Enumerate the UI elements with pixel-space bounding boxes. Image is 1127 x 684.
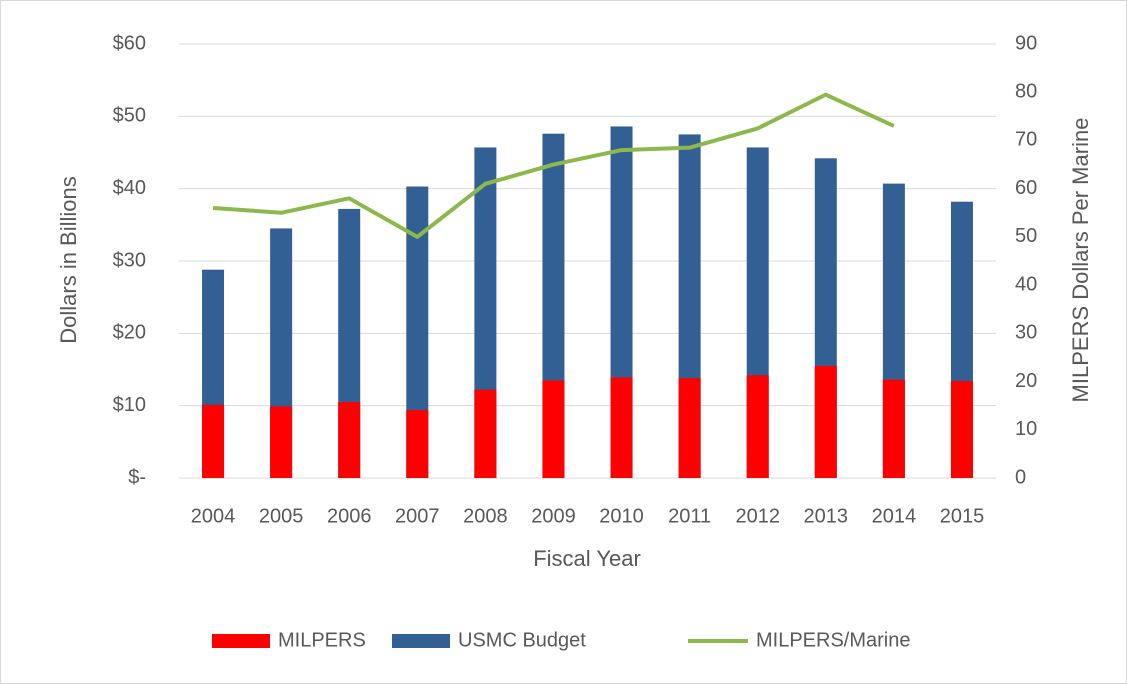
bar xyxy=(678,378,701,478)
bar xyxy=(610,377,633,478)
bar xyxy=(542,380,565,478)
bar xyxy=(950,381,973,478)
y-tick-label: $- xyxy=(128,466,146,488)
x-tick-label: 2004 xyxy=(191,505,236,527)
y-tick-label: $40 xyxy=(113,177,146,199)
x-tick-label: 2006 xyxy=(327,505,372,527)
bar xyxy=(202,404,225,478)
legend-label: USMC Budget xyxy=(458,629,586,651)
y2-tick-label: 60 xyxy=(1015,177,1037,199)
y2-tick-label: 30 xyxy=(1015,322,1037,344)
y-tick-label: $20 xyxy=(113,322,146,344)
line-series xyxy=(212,92,895,239)
x-tick-label: 2015 xyxy=(940,505,985,527)
y2-tick-label: 70 xyxy=(1015,129,1037,151)
x-tick-label: 2007 xyxy=(395,505,440,527)
y-tick-label: $50 xyxy=(113,105,146,127)
x-tick-label: 2005 xyxy=(259,505,304,527)
y-axis-title: Dollars in Billions xyxy=(56,176,81,344)
legend-label: MILPERS xyxy=(278,629,366,651)
x-tick-label: 2009 xyxy=(531,505,576,527)
x-tick-label: 2010 xyxy=(599,505,644,527)
bar xyxy=(474,389,497,478)
legend-label: MILPERS/Marine xyxy=(756,629,911,651)
y-tick-label: $30 xyxy=(113,249,146,271)
legend-swatch xyxy=(392,634,450,648)
x-tick-label: 2012 xyxy=(735,505,780,527)
x-tick-label: 2014 xyxy=(872,505,917,527)
bar xyxy=(270,406,293,478)
bar xyxy=(338,402,361,478)
bar xyxy=(406,186,429,478)
y2-tick-label: 20 xyxy=(1015,370,1037,392)
y2-tick-label: 40 xyxy=(1015,273,1037,295)
x-tick-label: 2011 xyxy=(668,505,711,527)
x-axis-title: Fiscal Year xyxy=(533,546,641,571)
y-tick-label: $10 xyxy=(113,394,146,416)
legend-swatch xyxy=(212,634,270,648)
bar xyxy=(882,379,905,478)
x-tick-label: 2013 xyxy=(804,505,849,527)
y2-tick-label: 0 xyxy=(1015,466,1026,488)
y2-axis-title: MILPERS Dollars Per Marine xyxy=(1068,118,1093,403)
y2-tick-label: 10 xyxy=(1015,418,1037,440)
bar xyxy=(814,365,837,478)
y-tick-label: $60 xyxy=(113,32,146,54)
x-tick-label: 2008 xyxy=(463,505,508,527)
y2-tick-label: 80 xyxy=(1015,81,1037,103)
bar xyxy=(406,410,429,478)
y2-tick-label: 90 xyxy=(1015,32,1037,54)
y2-tick-label: 50 xyxy=(1015,225,1037,247)
bar xyxy=(746,375,769,478)
